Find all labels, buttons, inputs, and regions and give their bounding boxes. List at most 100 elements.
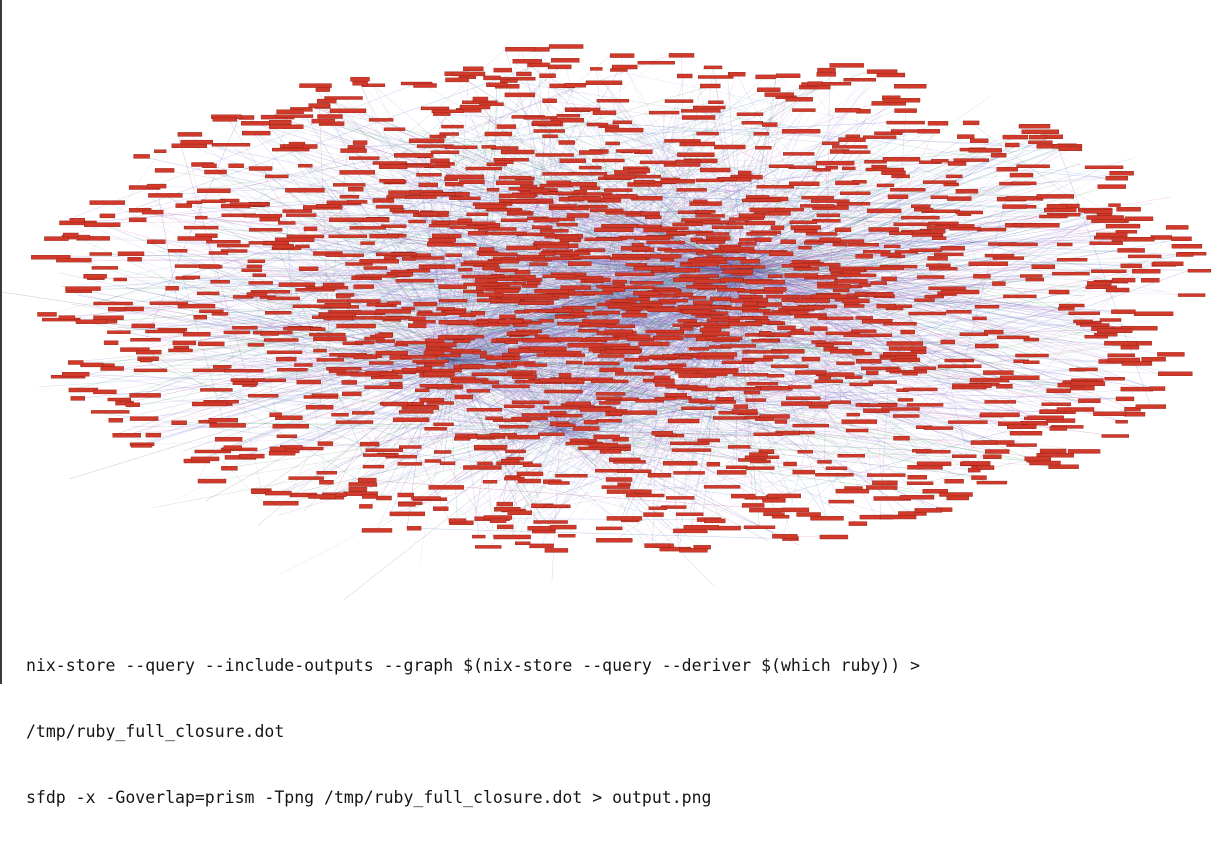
graph-node [856,316,873,319]
graph-node [716,397,734,400]
graph-node [132,324,155,328]
graph-node [926,264,950,267]
graph-node [373,199,394,203]
graph-node [912,449,931,452]
graph-node [496,181,533,185]
graph-node [517,472,543,476]
graph-node [148,193,182,197]
graph-node [719,177,736,180]
graph-node [560,159,586,163]
graph-node [362,528,392,532]
graph-node [702,221,729,224]
graph-node [191,457,219,461]
graph-node [473,97,488,101]
graph-node [833,289,849,292]
graph-node [659,299,688,302]
graph-node [791,226,821,230]
graph-node [209,418,238,422]
graph-node [342,392,361,396]
graph-node [510,211,531,214]
graph-node [882,408,920,411]
graph-node [249,167,272,171]
graph-node [815,380,843,383]
graph-node [340,195,359,198]
graph-node [277,110,304,114]
graph-node [221,466,237,470]
graph-node [511,200,538,203]
graph-node [819,376,831,379]
graph-node [806,232,837,235]
graph-node [499,425,528,428]
graph-node [533,121,561,125]
graph-node [1108,358,1140,362]
graph-node [720,247,754,250]
graph-node [450,226,485,229]
graph-node [388,302,401,305]
graph-node [973,274,990,278]
graph-node [1124,412,1145,416]
graph-node [460,105,490,109]
graph-node [224,369,263,372]
graph-node [129,218,146,222]
graph-node [886,369,901,372]
graph-node [794,315,826,318]
graph-node [446,254,462,257]
graph-node [478,462,493,465]
graph-node [781,240,796,244]
graph-node [853,352,872,355]
graph-node [419,183,438,187]
graph-node [534,130,565,133]
graph-node [669,53,694,57]
graph-node [584,420,598,424]
graph-node [543,99,557,103]
graph-node [745,221,775,225]
graph-node [977,481,1007,484]
graph-node [600,449,621,453]
graph-node [1132,269,1160,273]
graph-node [242,269,262,272]
graph-node [312,119,335,123]
graph-node [398,462,422,465]
graph-node [109,418,123,422]
graph-node [1042,403,1071,406]
graph-node [929,222,959,225]
graph-node [700,84,720,88]
graph-node [555,316,574,319]
graph-node [178,132,202,136]
graph-edge [874,483,885,499]
graph-node [1188,269,1211,272]
graph-node [394,153,433,157]
graph-edge [979,141,1172,247]
graph-node [265,491,291,495]
graph-node [461,364,484,368]
graph-node [580,408,616,412]
graph-node [1058,307,1074,310]
graph-node [768,494,801,498]
graph-node [1158,372,1192,376]
graph-node [380,179,405,182]
graph-node [1040,449,1066,453]
graph-node [704,485,740,488]
graph-node [789,311,808,315]
graph-node [483,480,497,483]
graph-node [786,97,813,101]
graph-node [360,259,399,263]
graph-node [497,525,513,529]
graph-node [530,189,549,193]
graph-node [1003,205,1027,209]
graph-node [977,466,994,470]
graph-node [528,63,550,67]
graph-node [634,266,665,270]
graph-node [771,365,808,368]
graph-node [417,367,432,371]
graph-node [671,268,696,272]
graph-node [654,376,670,379]
graph-node [1136,405,1166,409]
graph-node [578,329,598,332]
graph-node [970,139,988,143]
graph-node [485,132,512,136]
graph-node [603,195,638,199]
graph-node [999,243,1038,246]
graph-node [746,399,766,402]
graph-node [540,184,573,187]
